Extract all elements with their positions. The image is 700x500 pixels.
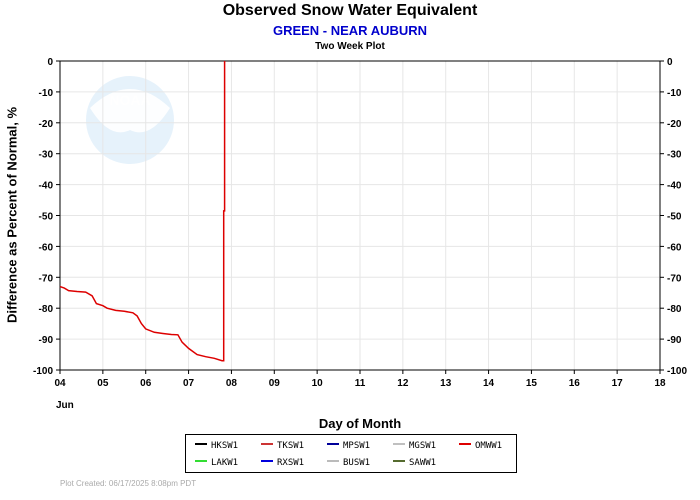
x-tick-label: 16 — [569, 378, 581, 389]
y-tick-label-right: -20 — [667, 119, 682, 130]
series-layer — [59, 61, 226, 362]
legend-item-busw1: BUSW1 — [327, 458, 370, 468]
noaa-logo: NOAA — [86, 76, 174, 164]
legend: HKSW1 TKSW1 MPSW1 MGSW1 OMWW1 LAKW1 RXSW1 BUSW1… — [185, 434, 517, 473]
legend-label: LAKW1 — [211, 458, 238, 468]
x-tick-label: 18 — [654, 378, 666, 389]
x-tick-label: 04 — [54, 378, 66, 389]
month-label: Jun — [56, 400, 74, 411]
y-tick-label-left: -100 — [33, 366, 53, 377]
x-tick-label: 15 — [526, 378, 538, 389]
legend-label: RXSW1 — [277, 458, 304, 468]
legend-item-omww1: OMWW1 — [459, 441, 502, 451]
legend-label: TKSW1 — [277, 441, 304, 451]
x-tick-label: 13 — [440, 378, 452, 389]
y-tick-label-right: -100 — [667, 366, 687, 377]
legend-label: MPSW1 — [343, 441, 370, 451]
y-tick-label-left: -70 — [39, 273, 54, 284]
x-tick-label: 10 — [312, 378, 324, 389]
legend-label: BUSW1 — [343, 458, 370, 468]
x-tick-label: 11 — [355, 378, 366, 389]
x-tick-label: 08 — [226, 378, 238, 389]
legend-item-mpsw1: MPSW1 — [327, 441, 370, 451]
x-tick-label: 06 — [140, 378, 152, 389]
series-line-omww1 — [59, 61, 226, 362]
y-tick-label-right: -90 — [667, 335, 682, 346]
y-tick-label-right: 0 — [667, 57, 673, 68]
y-tick-label-left: -90 — [39, 335, 54, 346]
legend-item-tksw1: TKSW1 — [261, 441, 304, 451]
legend-items: HKSW1 TKSW1 MPSW1 MGSW1 OMWW1 LAKW1 RXSW1 BUSW1… — [195, 441, 502, 468]
x-tick-label: 09 — [269, 378, 281, 389]
legend-box — [185, 434, 517, 473]
legend-label: OMWW1 — [475, 441, 502, 451]
y-tick-label-right: -40 — [667, 181, 682, 192]
noaa-logo-text: NOAA — [109, 92, 150, 108]
legend-item-hksw1: HKSW1 — [195, 441, 238, 451]
x-tick-label: 07 — [183, 378, 195, 389]
legend-label: SAWW1 — [409, 458, 436, 468]
y-tick-label-left: -60 — [39, 242, 54, 253]
x-tick-label: 12 — [397, 378, 409, 389]
axis-ticks: 04 05 06 07 08 09 10 11 12 13 14 15 16 17 18 0 0 -10 -10 -2… — [33, 57, 687, 389]
y-tick-label-left: -50 — [39, 212, 54, 223]
x-tick-label: 17 — [612, 378, 624, 389]
y-tick-label-right: -50 — [667, 212, 682, 223]
y-tick-label-left: -80 — [39, 304, 54, 315]
legend-item-saww1: SAWW1 — [393, 458, 436, 468]
plot-name: Two Week Plot — [315, 41, 385, 52]
legend-item-rxsw1: RXSW1 — [261, 458, 304, 468]
chart-title: Observed Snow Water Equivalent — [222, 2, 478, 19]
y-tick-label-right: -70 — [667, 273, 682, 284]
plot-created-footer: Plot Created: 06/17/2025 8:08pm PDT — [60, 479, 197, 488]
y-tick-label-left: -40 — [39, 181, 54, 192]
chart-subtitle: GREEN - NEAR AUBURN — [272, 23, 428, 38]
y-tick-label-left: -30 — [39, 150, 54, 161]
legend-label: MGSW1 — [409, 441, 436, 451]
y-tick-label-right: -60 — [667, 242, 682, 253]
x-tick-label: 05 — [97, 378, 109, 389]
y-tick-label-right: -30 — [667, 150, 682, 161]
legend-item-mgsw1: MGSW1 — [393, 441, 436, 451]
y-tick-label-left: -20 — [39, 119, 54, 130]
x-tick-label: 14 — [483, 378, 495, 389]
legend-label: HKSW1 — [211, 441, 238, 451]
legend-item-lakw1: LAKW1 — [195, 458, 238, 468]
y-tick-label-right: -80 — [667, 304, 682, 315]
x-axis-label: Day of Month — [318, 416, 402, 431]
y-axis-label: Difference as Percent of Normal, % — [4, 106, 20, 324]
y-tick-label-left: -10 — [39, 88, 54, 99]
grid-lines — [60, 61, 660, 370]
y-tick-label-right: -10 — [667, 88, 682, 99]
y-tick-label-left: 0 — [47, 57, 53, 68]
